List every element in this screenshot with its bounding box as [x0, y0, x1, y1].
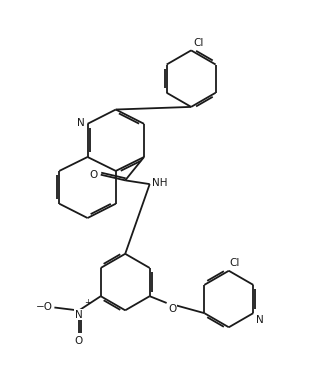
Text: N: N [75, 310, 83, 320]
Text: O: O [168, 304, 177, 314]
Text: NH: NH [152, 178, 167, 188]
Text: O: O [90, 170, 98, 180]
Text: N: N [256, 315, 264, 325]
Text: Cl: Cl [230, 258, 240, 268]
Text: +: + [84, 298, 91, 307]
Text: Cl: Cl [193, 38, 204, 48]
Text: −O: −O [35, 302, 52, 312]
Text: O: O [75, 336, 83, 346]
Text: N: N [77, 118, 85, 128]
